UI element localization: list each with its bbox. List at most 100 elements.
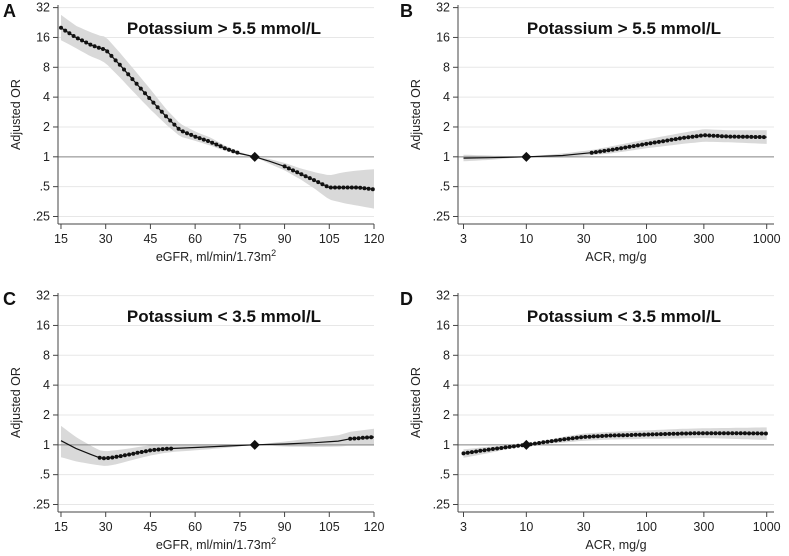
data-point — [218, 144, 223, 149]
data-point — [562, 437, 567, 442]
data-point — [715, 133, 720, 138]
data-point — [736, 134, 741, 139]
data-point — [650, 432, 655, 437]
data-point — [127, 452, 132, 457]
data-point — [648, 141, 653, 146]
data-point — [222, 146, 227, 151]
y-tick-label: .5 — [40, 468, 50, 482]
data-point — [59, 25, 63, 30]
data-point — [122, 67, 126, 72]
data-point — [621, 433, 626, 438]
data-point — [101, 47, 105, 51]
data-point — [587, 434, 592, 439]
data-point — [669, 137, 674, 142]
data-point — [461, 451, 466, 456]
data-point — [84, 40, 89, 45]
data-point — [474, 449, 479, 454]
x-tick-label: 1000 — [753, 520, 781, 534]
data-point — [206, 139, 210, 143]
data-point — [303, 174, 308, 179]
data-point — [92, 44, 97, 49]
data-point — [608, 433, 613, 438]
data-point — [749, 134, 754, 139]
panel-title: Potassium > 5.5 mmol/L — [127, 19, 321, 38]
data-point — [612, 433, 617, 438]
data-point — [80, 38, 84, 43]
data-point — [682, 135, 687, 140]
data-point — [730, 431, 735, 436]
data-point — [757, 135, 762, 139]
y-tick-label: 2 — [443, 120, 450, 134]
y-tick-label: 8 — [443, 60, 450, 74]
data-point — [299, 172, 304, 177]
x-tick-label: 75 — [233, 520, 247, 534]
data-point — [700, 431, 705, 436]
y-axis-label: Adjusted OR — [409, 367, 423, 438]
data-point — [690, 134, 695, 139]
data-point — [637, 432, 642, 437]
panel-a: .25 .5 1 2 4 8 16 32 15 30 45 60 75 90 105 120 eGFR, ml/… — [3, 1, 384, 264]
x-tick-label: 60 — [188, 232, 202, 246]
data-point — [160, 447, 165, 452]
data-point — [740, 134, 745, 139]
x-axis-label: ACR, mg/g — [585, 538, 646, 552]
data-point — [337, 185, 342, 190]
data-point — [665, 138, 670, 143]
data-point — [138, 86, 143, 91]
x-tick-label: 105 — [319, 520, 340, 534]
panel-letter: B — [400, 1, 413, 21]
y-tick-label: 1 — [443, 150, 450, 164]
data-point — [139, 450, 144, 454]
data-point — [105, 49, 110, 54]
data-point — [734, 431, 739, 436]
data-point — [619, 146, 624, 151]
data-point — [189, 132, 194, 137]
x-tick-label: 75 — [233, 232, 247, 246]
data-point — [503, 445, 508, 450]
data-point — [110, 455, 115, 460]
panel-letter: D — [400, 289, 413, 309]
data-point — [694, 134, 699, 139]
y-tick-label: .5 — [440, 180, 450, 194]
x-axis-label-text: ACR, mg/g — [585, 538, 646, 552]
data-point — [75, 36, 80, 41]
y-axis-label: Adjusted OR — [9, 79, 23, 150]
data-point — [602, 148, 607, 153]
data-point — [614, 146, 619, 151]
data-point — [589, 150, 594, 155]
data-point — [148, 448, 153, 453]
data-point — [604, 433, 609, 438]
data-point — [328, 185, 333, 190]
x-tick-label: 1000 — [753, 232, 781, 246]
data-point — [728, 134, 733, 139]
x-tick-label: 3 — [460, 232, 467, 246]
data-point — [652, 140, 657, 145]
data-point — [143, 91, 147, 96]
data-point — [686, 135, 691, 140]
data-point — [499, 446, 504, 450]
data-point — [671, 431, 676, 436]
data-point — [610, 147, 615, 152]
reference-point-marker — [521, 151, 532, 162]
data-point — [570, 436, 575, 441]
data-point — [698, 133, 703, 138]
data-point — [606, 148, 611, 153]
data-point — [164, 114, 168, 119]
data-point — [579, 435, 584, 440]
y-tick-label: 4 — [443, 378, 450, 392]
data-point — [724, 134, 729, 139]
data-point — [537, 441, 542, 445]
data-point — [656, 139, 661, 144]
y-tick-label: 2 — [43, 120, 50, 134]
data-point — [574, 435, 579, 440]
data-point — [732, 134, 737, 139]
y-axis-label: Adjusted OR — [9, 367, 23, 438]
x-tick-label: 15 — [54, 232, 68, 246]
panel-d: .25 .5 1 2 4 8 16 32 3 10 30 100 300 1000 ACR, mg/g Adj… — [400, 289, 781, 552]
data-point — [738, 431, 743, 436]
data-point — [155, 105, 160, 110]
y-tick-label: 32 — [36, 289, 50, 303]
data-point — [482, 448, 487, 453]
data-point — [598, 149, 603, 154]
data-point — [713, 431, 718, 436]
